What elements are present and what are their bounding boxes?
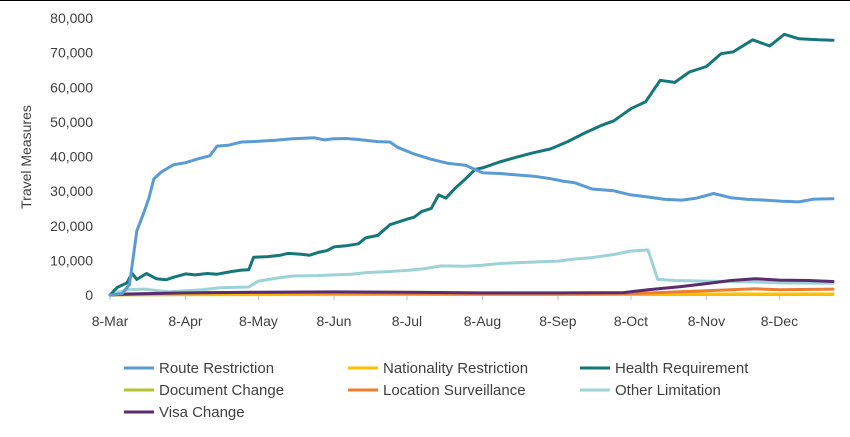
legend-label: Route Restriction: [159, 360, 274, 377]
legend-label: Document Change: [159, 382, 284, 399]
legend-label: Visa Change: [159, 404, 245, 421]
series-line-other-limitation: [108, 248, 835, 297]
x-tick-label: 8-Apr: [168, 313, 203, 329]
x-tick-label: 8-Jul: [392, 313, 422, 329]
x-tick-label: 8-Sep: [539, 313, 577, 329]
y-tick-label: 70,000: [50, 45, 93, 61]
series-layer: [108, 32, 835, 297]
x-tick-label: 8-Jun: [316, 313, 351, 329]
x-tick-label: 8-Nov: [688, 313, 725, 329]
y-tick-label: 40,000: [50, 149, 93, 165]
legend-label: Location Surveillance: [383, 382, 526, 399]
series-line-route-restriction: [108, 136, 835, 297]
y-tick-label: 50,000: [50, 114, 93, 130]
y-tick-label: 0: [85, 287, 93, 303]
x-tick-label: 8-Aug: [464, 313, 501, 329]
x-tick-label: 8-Dec: [761, 313, 798, 329]
x-tick-label: 8-Oct: [614, 313, 648, 329]
x-ticks: 8-Mar 8-Apr 8-May 8-Jun 8-Jul 8-Aug 8-Sep 8-Oct…: [92, 295, 798, 329]
x-tick-label: 8-May: [239, 313, 278, 329]
y-tick-label: 80,000: [50, 10, 93, 26]
legend-label: Health Requirement: [615, 360, 749, 377]
y-tick-label: 30,000: [50, 183, 93, 199]
y-tick-label: 60,000: [50, 79, 93, 95]
y-ticks: 0 10,000 20,000 30,000 40,000 50,000 60,000 70,…: [50, 10, 93, 303]
y-tick-label: 10,000: [50, 252, 93, 268]
legend: Route Restriction Nationality Restriction…: [124, 360, 749, 421]
y-tick-label: 20,000: [50, 218, 93, 234]
legend-label: Other Limitation: [615, 382, 721, 399]
y-axis-title: Travel Measures: [18, 105, 34, 209]
series-line-health-requirement: [108, 32, 835, 297]
legend-label: Nationality Restriction: [383, 360, 528, 377]
series-line-visa-change: [108, 277, 835, 297]
x-tick-label: 8-Mar: [92, 313, 129, 329]
